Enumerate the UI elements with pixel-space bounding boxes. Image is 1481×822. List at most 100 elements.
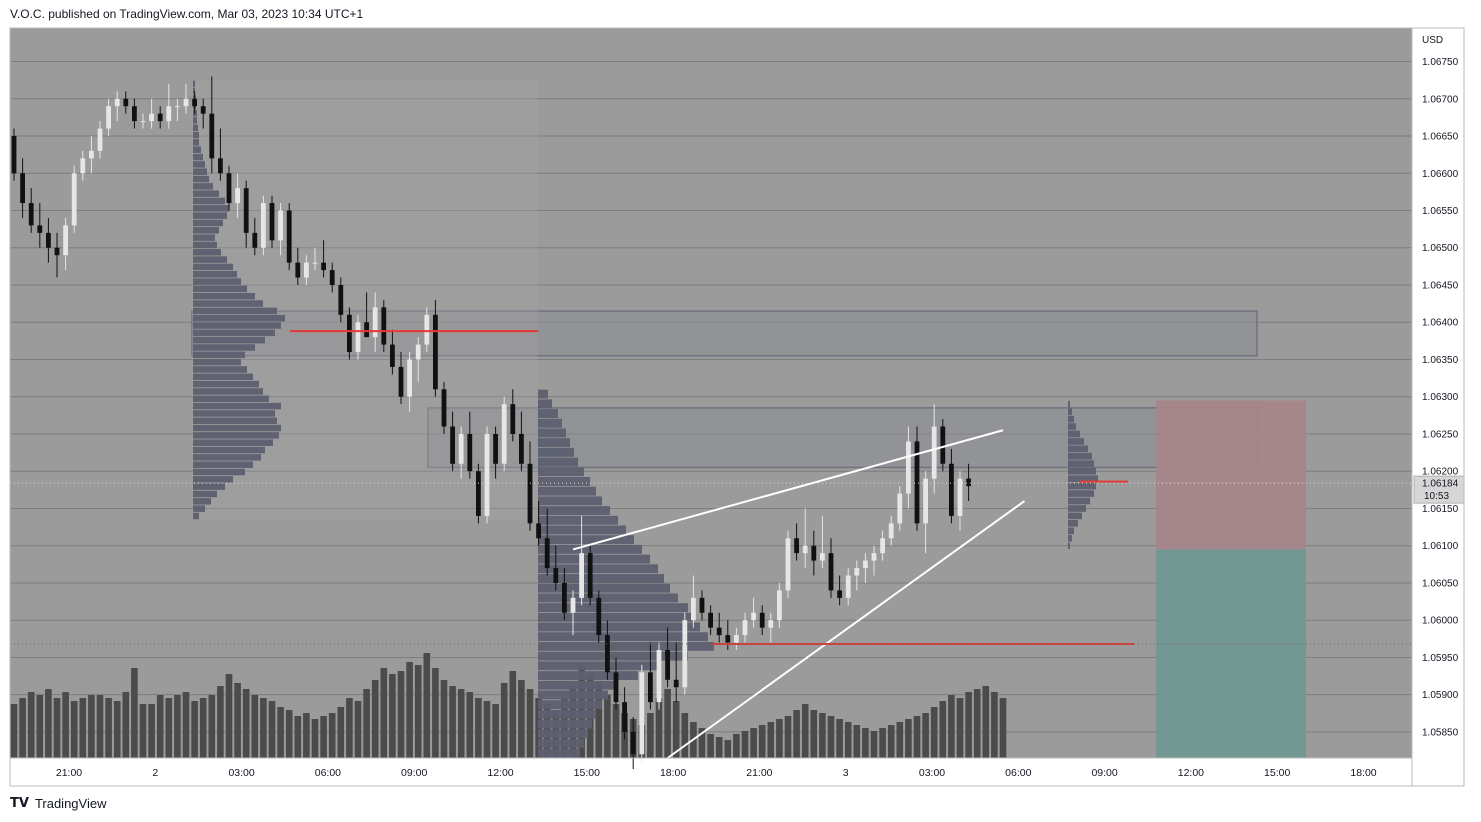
volume-bar [148,704,155,758]
profile-bin [193,498,211,505]
candle-body [682,620,688,688]
candle-body [63,225,68,256]
volume-bar [526,689,534,758]
profile-bin [1068,482,1096,490]
price-axis-background [1412,28,1464,786]
profile-bin [193,468,245,476]
candle-body [28,203,34,226]
volume-bar [449,686,456,758]
candles [11,76,971,770]
trendline [572,429,1004,551]
profile-bin [193,161,205,168]
volume-bar [741,731,749,758]
price-tick-label: 1.06200 [1422,467,1459,478]
profile-bin [193,344,255,351]
volume-bar [509,671,517,758]
time-tick-label: 18:00 [1350,767,1376,779]
volume-bar [268,701,276,758]
volume-bar [156,695,164,758]
profile-bin [1068,527,1074,535]
candle-body [89,150,94,159]
time-tick-label: 09:00 [1091,767,1117,779]
candle-body [691,597,696,621]
profile-bin [193,439,273,446]
profile-bin [538,409,558,418]
candle-body [777,590,782,621]
stop-loss-zone [1156,400,1306,550]
profile-bin [538,399,552,409]
candle-body [114,98,120,107]
profile-bin [193,256,227,263]
volume-bar [612,704,620,758]
profile-bin [193,358,241,366]
volume-bar [27,692,35,758]
candle-body [923,478,928,524]
candle-body [97,128,103,151]
candle-body [579,553,584,598]
profile-bin [538,496,602,506]
volume-bar [483,701,491,758]
supply-zones [191,80,1258,520]
candle-body [347,314,352,353]
volume-bar [836,719,843,758]
volume-bar [389,674,396,758]
price-tick-label: 1.06100 [1422,541,1459,552]
profile-bin [193,241,217,249]
profile-bin [538,738,584,748]
time-tick-label: 03:00 [228,767,254,779]
volume-bar [423,653,431,758]
volume-bar [973,689,981,758]
profile-bin [1068,512,1082,520]
candle-body [931,426,937,479]
volume-bar [131,668,138,758]
profile-bin [193,124,198,132]
volume-bar [208,695,216,758]
volume-bar [475,698,482,758]
profile-bin [1068,505,1086,512]
candle-body [54,247,60,256]
profile-bin [193,388,263,395]
profile-bin [538,661,658,671]
profile-bin [193,505,205,512]
profile-bin [538,486,596,496]
profile-bin [1068,452,1092,460]
volume-bar [827,716,835,758]
candle-body [562,582,567,613]
candle-body [476,471,481,516]
time-tick-label: 12:00 [487,767,513,779]
time-tick-label: 3 [843,767,849,779]
profile-bin [193,227,219,234]
candle-body [11,136,17,174]
profile-bin [538,467,584,477]
volume-bar [758,725,766,758]
volume-bar [982,686,990,758]
candle-body [673,679,679,688]
candle-body [183,98,189,107]
publish-header: V.O.C. published on TradingView.com, Mar… [10,7,364,21]
volume-bar [715,737,723,758]
time-tick-label: 2 [152,767,158,779]
candle-body [407,359,412,397]
volume-bar [862,728,869,758]
supply-zone [427,407,1258,469]
profile-bin [193,454,261,461]
last-price-label: 1.06184 10:53 [1413,475,1465,504]
volume-bar [896,722,904,758]
price-axis[interactable]: USD 1.06750 1.06700 1.06650 1.06600 1.06550 1… [1411,28,1464,786]
candle-body [157,113,163,122]
tradingview-brand[interactable]: TV TradingView [10,796,106,811]
position-tool [1156,400,1306,758]
volume-bar [492,704,499,758]
profile-bin [193,322,281,329]
volume-bar [397,671,405,758]
profile-bin [193,446,265,454]
time-tick-label: 18:00 [660,767,686,779]
volume-bar [371,680,379,758]
profile-bin [538,671,638,680]
profile-bin [193,205,229,212]
candle-body [519,433,524,464]
volume-bar [905,719,912,758]
time-axis[interactable]: 21:00 2 03:00 06:00 09:00 12:00 15:00 18:00 21:0… [10,757,1412,779]
volume-bar [182,692,190,758]
